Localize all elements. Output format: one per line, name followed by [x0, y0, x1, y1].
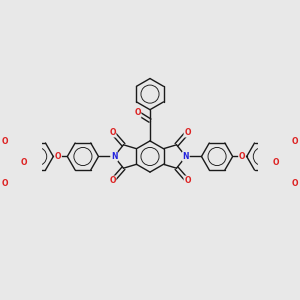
Text: O: O [292, 178, 298, 188]
Text: O: O [2, 178, 8, 188]
Text: O: O [273, 158, 280, 167]
Text: O: O [239, 152, 245, 161]
Text: O: O [109, 128, 116, 137]
Text: N: N [183, 152, 189, 161]
Text: O: O [20, 158, 27, 167]
Text: O: O [184, 128, 191, 137]
Text: O: O [109, 176, 116, 185]
Text: O: O [134, 108, 141, 117]
Text: N: N [111, 152, 117, 161]
Text: O: O [2, 137, 8, 146]
Text: O: O [55, 152, 61, 161]
Text: O: O [292, 137, 298, 146]
Text: O: O [184, 176, 191, 185]
